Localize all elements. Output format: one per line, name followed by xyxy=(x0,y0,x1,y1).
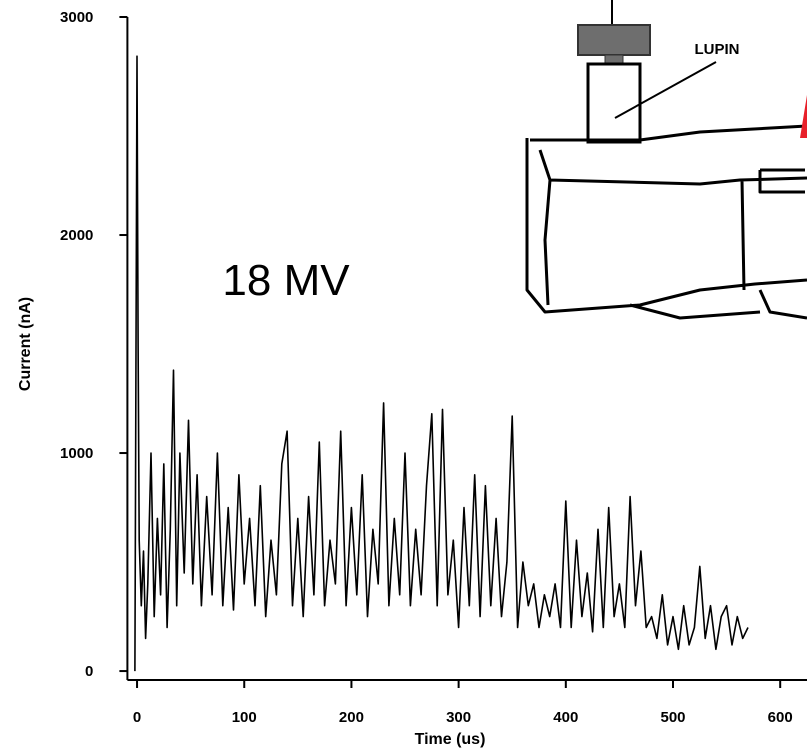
y-axis-label: Current (nA) xyxy=(17,297,34,391)
y-tick-label: 2000 xyxy=(60,227,93,244)
couch-outline xyxy=(525,124,807,320)
detector-cap xyxy=(577,24,651,56)
x-tick-label: 300 xyxy=(446,709,471,726)
y-tick-label: 0 xyxy=(85,663,93,680)
inset-drawing: LUPIN xyxy=(525,0,807,322)
x-tick-label: 200 xyxy=(339,709,364,726)
inset-background xyxy=(525,0,807,322)
x-axis-label: Time (us) xyxy=(415,731,486,748)
leader-line xyxy=(614,61,717,119)
data-line xyxy=(134,55,749,672)
x-tick-label: 600 xyxy=(768,709,793,726)
inset-label: LUPIN xyxy=(695,41,740,58)
beam xyxy=(800,95,807,138)
x-tick-label: 0 xyxy=(133,709,141,726)
x-tick-label: 400 xyxy=(553,709,578,726)
y-tick-label: 3000 xyxy=(60,9,93,26)
y-tick-label: 1000 xyxy=(60,445,93,462)
plot-area: 0 1000 2000 3000 0 100 200 300 400 500 600 xyxy=(60,9,807,726)
x-tick-label: 100 xyxy=(232,709,257,726)
detector-body xyxy=(586,62,642,144)
x-tick-label: 500 xyxy=(660,709,685,726)
annotation: 18 MV xyxy=(222,256,350,305)
